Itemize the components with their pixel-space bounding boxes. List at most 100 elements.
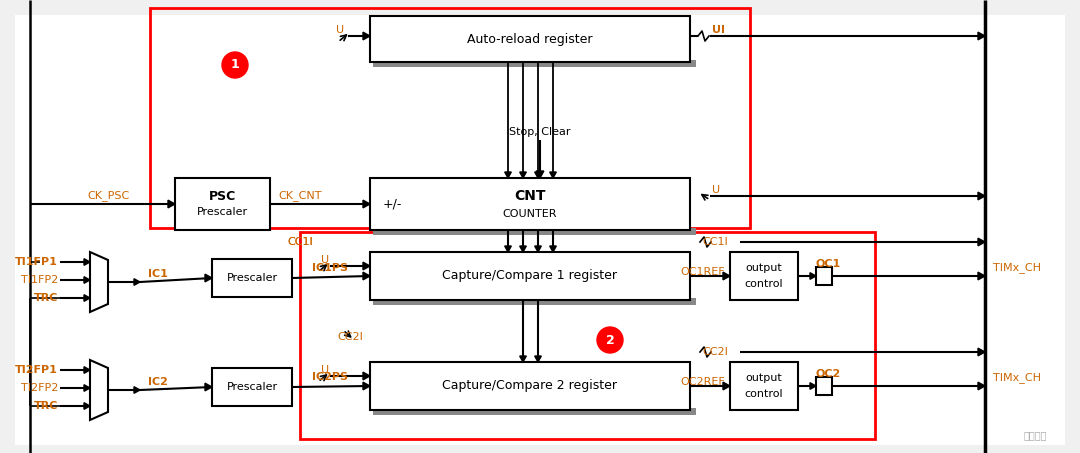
Text: TIMx_CH: TIMx_CH: [993, 263, 1041, 274]
Text: CK_PSC: CK_PSC: [86, 191, 130, 202]
Polygon shape: [84, 259, 90, 265]
Bar: [730, 252, 798, 300]
Bar: [730, 362, 798, 410]
Polygon shape: [84, 385, 90, 391]
Bar: [370, 252, 690, 300]
Text: TI1FP1: TI1FP1: [15, 257, 58, 267]
Polygon shape: [84, 366, 90, 373]
Polygon shape: [363, 372, 370, 380]
Polygon shape: [205, 274, 212, 282]
Text: UI: UI: [712, 25, 725, 35]
Text: output: output: [745, 373, 782, 383]
Text: CC1I: CC1I: [702, 237, 728, 247]
Bar: [373, 408, 696, 415]
Circle shape: [597, 327, 623, 353]
Polygon shape: [535, 246, 541, 252]
Text: CC1I: CC1I: [287, 237, 313, 247]
Polygon shape: [536, 171, 544, 178]
Polygon shape: [363, 200, 370, 208]
Text: output: output: [745, 263, 782, 273]
Bar: [212, 368, 292, 406]
Text: Stop, Clear: Stop, Clear: [510, 127, 570, 137]
Bar: [816, 267, 832, 285]
Polygon shape: [978, 272, 985, 280]
Text: TRC: TRC: [33, 401, 58, 411]
Text: OC1: OC1: [815, 259, 840, 269]
Bar: [373, 228, 696, 235]
Text: IC1PS: IC1PS: [312, 263, 348, 273]
Polygon shape: [504, 246, 511, 252]
Bar: [373, 60, 696, 67]
Bar: [300, 232, 875, 439]
Text: IC1: IC1: [148, 269, 167, 279]
Polygon shape: [134, 387, 140, 393]
Text: COUNTER: COUNTER: [503, 209, 557, 219]
Text: U: U: [712, 185, 720, 195]
Polygon shape: [84, 295, 90, 301]
Text: OC1REF: OC1REF: [680, 267, 725, 277]
Text: OC2: OC2: [815, 369, 840, 379]
Polygon shape: [168, 200, 175, 208]
Text: TRC: TRC: [33, 293, 58, 303]
Polygon shape: [519, 172, 526, 178]
Polygon shape: [550, 172, 556, 178]
Text: U: U: [321, 255, 329, 265]
Bar: [816, 377, 832, 395]
Polygon shape: [84, 403, 90, 410]
Polygon shape: [978, 192, 985, 200]
Text: Prescaler: Prescaler: [197, 207, 248, 217]
Text: Capture/Compare 2 register: Capture/Compare 2 register: [443, 380, 618, 392]
Polygon shape: [535, 356, 541, 362]
Polygon shape: [205, 383, 212, 391]
Text: 1: 1: [231, 58, 240, 72]
Bar: [175, 178, 270, 230]
Polygon shape: [810, 273, 816, 280]
Text: PSC: PSC: [208, 189, 237, 202]
Polygon shape: [363, 32, 370, 40]
Polygon shape: [723, 382, 730, 390]
Text: Prescaler: Prescaler: [227, 382, 278, 392]
Text: CC2I: CC2I: [337, 332, 363, 342]
Polygon shape: [363, 272, 370, 280]
Polygon shape: [363, 262, 370, 270]
Text: OC2REF: OC2REF: [680, 377, 725, 387]
Polygon shape: [519, 246, 526, 252]
Text: Prescaler: Prescaler: [227, 273, 278, 283]
Polygon shape: [978, 382, 985, 390]
Polygon shape: [134, 279, 140, 285]
Text: 创新互联: 创新互联: [1023, 430, 1047, 440]
Text: TI2FP1: TI2FP1: [15, 365, 58, 375]
Text: Auto-reload register: Auto-reload register: [468, 33, 593, 45]
Text: Capture/Compare 1 register: Capture/Compare 1 register: [443, 270, 618, 283]
Bar: [373, 298, 696, 305]
Text: TIMx_CH: TIMx_CH: [993, 372, 1041, 383]
Text: U: U: [336, 25, 345, 35]
Text: CC1I: CC1I: [287, 237, 313, 247]
Circle shape: [222, 52, 248, 78]
Text: control: control: [745, 389, 783, 399]
Text: 2: 2: [606, 333, 615, 347]
Text: IC2PS: IC2PS: [312, 372, 348, 382]
Bar: [212, 259, 292, 297]
Text: control: control: [745, 279, 783, 289]
Bar: [370, 16, 690, 62]
Bar: [370, 178, 690, 230]
Polygon shape: [504, 172, 511, 178]
Polygon shape: [519, 356, 526, 362]
Polygon shape: [535, 172, 541, 178]
Polygon shape: [363, 382, 370, 390]
Text: CC2I: CC2I: [702, 347, 728, 357]
Polygon shape: [550, 246, 556, 252]
Polygon shape: [978, 348, 985, 356]
Text: CK_CNT: CK_CNT: [279, 191, 322, 202]
Text: TI2FP2: TI2FP2: [21, 383, 58, 393]
Polygon shape: [84, 277, 90, 283]
Polygon shape: [810, 383, 816, 389]
Polygon shape: [978, 238, 985, 246]
Polygon shape: [978, 32, 985, 40]
Polygon shape: [723, 272, 730, 280]
Text: U: U: [321, 365, 329, 375]
Bar: [370, 362, 690, 410]
Text: +/-: +/-: [382, 198, 402, 211]
Text: TI1FP2: TI1FP2: [21, 275, 58, 285]
